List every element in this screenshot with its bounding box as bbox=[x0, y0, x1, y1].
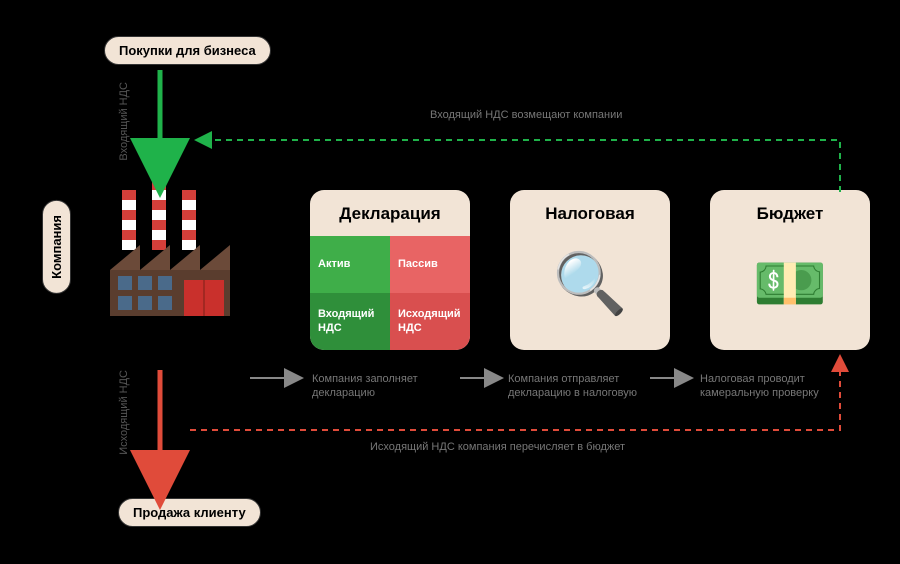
magnifier-icon: 🔍 bbox=[553, 248, 628, 319]
card-budget-title: Бюджет bbox=[757, 204, 824, 224]
decl-cell-in-vat: Входящий НДС bbox=[310, 293, 390, 350]
label-outgoing-vat: Исходящий НДС bbox=[118, 370, 130, 455]
dash-label-pay: Исходящий НДС компания перечисляет в бюд… bbox=[370, 440, 625, 454]
decl-cell-out-vat: Исходящий НДС bbox=[390, 293, 470, 350]
decl-cell-passiv: Пассив bbox=[390, 236, 470, 293]
label-incoming-vat: Входящий НДС bbox=[118, 82, 130, 161]
dash-green-refund bbox=[198, 140, 840, 192]
card-budget: Бюджет 💵 bbox=[710, 190, 870, 350]
card-declaration: Декларация Актив Пассив Входящий НДС Исх… bbox=[310, 190, 470, 350]
pill-sales: Продажа клиенту bbox=[118, 498, 261, 527]
decl-cell-aktiv: Актив bbox=[310, 236, 390, 293]
card-tax-office-title: Налоговая bbox=[545, 204, 635, 224]
flow-label-audit: Налоговая проводит камеральную проверку bbox=[700, 372, 850, 401]
card-declaration-title: Декларация bbox=[339, 204, 440, 224]
pill-company-label: Компания bbox=[49, 215, 64, 279]
dash-label-refund: Входящий НДС возмещают компании bbox=[430, 108, 622, 122]
flow-label-send: Компания отправляет декларацию в налогов… bbox=[508, 372, 658, 401]
pill-purchases-label: Покупки для бизнеса bbox=[119, 43, 256, 58]
pill-sales-label: Продажа клиенту bbox=[133, 505, 246, 520]
factory-icon bbox=[100, 180, 240, 320]
pill-company: Компания bbox=[42, 200, 71, 294]
pill-purchases: Покупки для бизнеса bbox=[104, 36, 271, 65]
flow-label-fill: Компания заполняет декларацию bbox=[312, 372, 462, 401]
declaration-grid: Актив Пассив Входящий НДС Исходящий НДС bbox=[310, 236, 470, 350]
card-tax-office: Налоговая 🔍 bbox=[510, 190, 670, 350]
money-icon: 💵 bbox=[753, 248, 828, 319]
